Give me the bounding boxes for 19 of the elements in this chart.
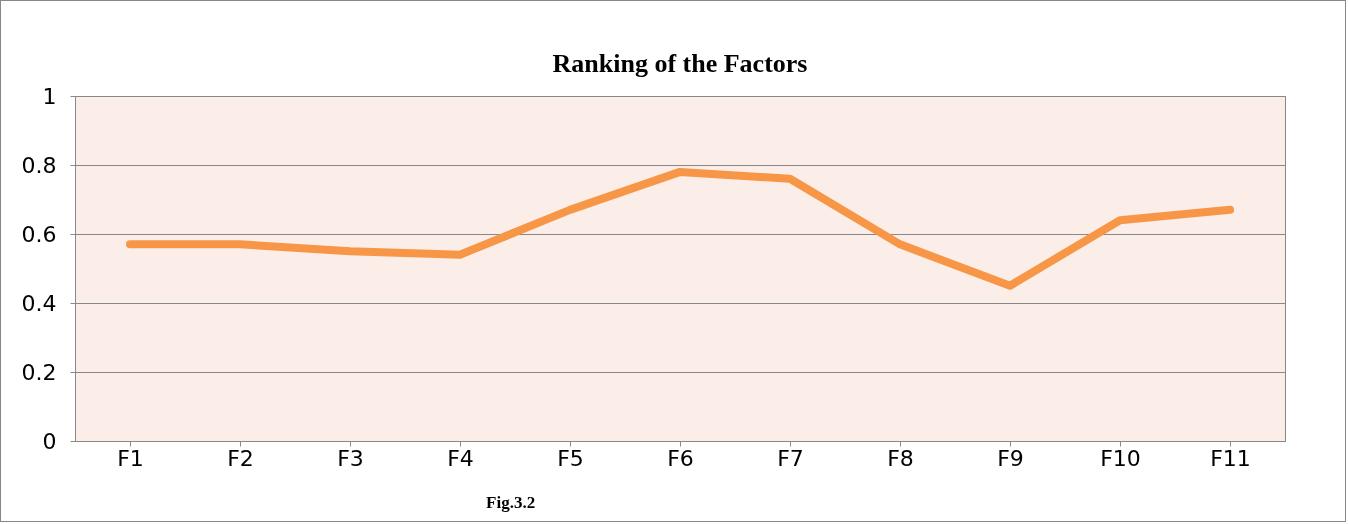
y-tick-label: 1 [42, 83, 57, 109]
y-tick-label: 0 [42, 428, 57, 454]
x-tick-label: F9 [997, 445, 1024, 471]
chart-title: Ranking of the Factors [552, 49, 808, 78]
x-tick-label: F5 [557, 445, 584, 471]
x-tick-label: F1 [117, 445, 144, 471]
x-tick-label: F7 [777, 445, 804, 471]
caption: Fig.3.2 [486, 493, 536, 512]
y-tick-label: 0.6 [21, 221, 57, 247]
x-tick-label: F11 [1210, 445, 1251, 471]
x-tick-label: F3 [337, 445, 364, 471]
x-tick-label: F6 [667, 445, 694, 471]
x-tick-label: F8 [887, 445, 914, 471]
y-tick-label: 0.8 [21, 152, 57, 178]
y-tick-label: 0.4 [21, 290, 57, 316]
y-tick-label: 0.2 [21, 359, 57, 385]
x-tick-label: F4 [447, 445, 474, 471]
x-tick-label: F10 [1100, 445, 1141, 471]
x-tick-label: F2 [227, 445, 254, 471]
